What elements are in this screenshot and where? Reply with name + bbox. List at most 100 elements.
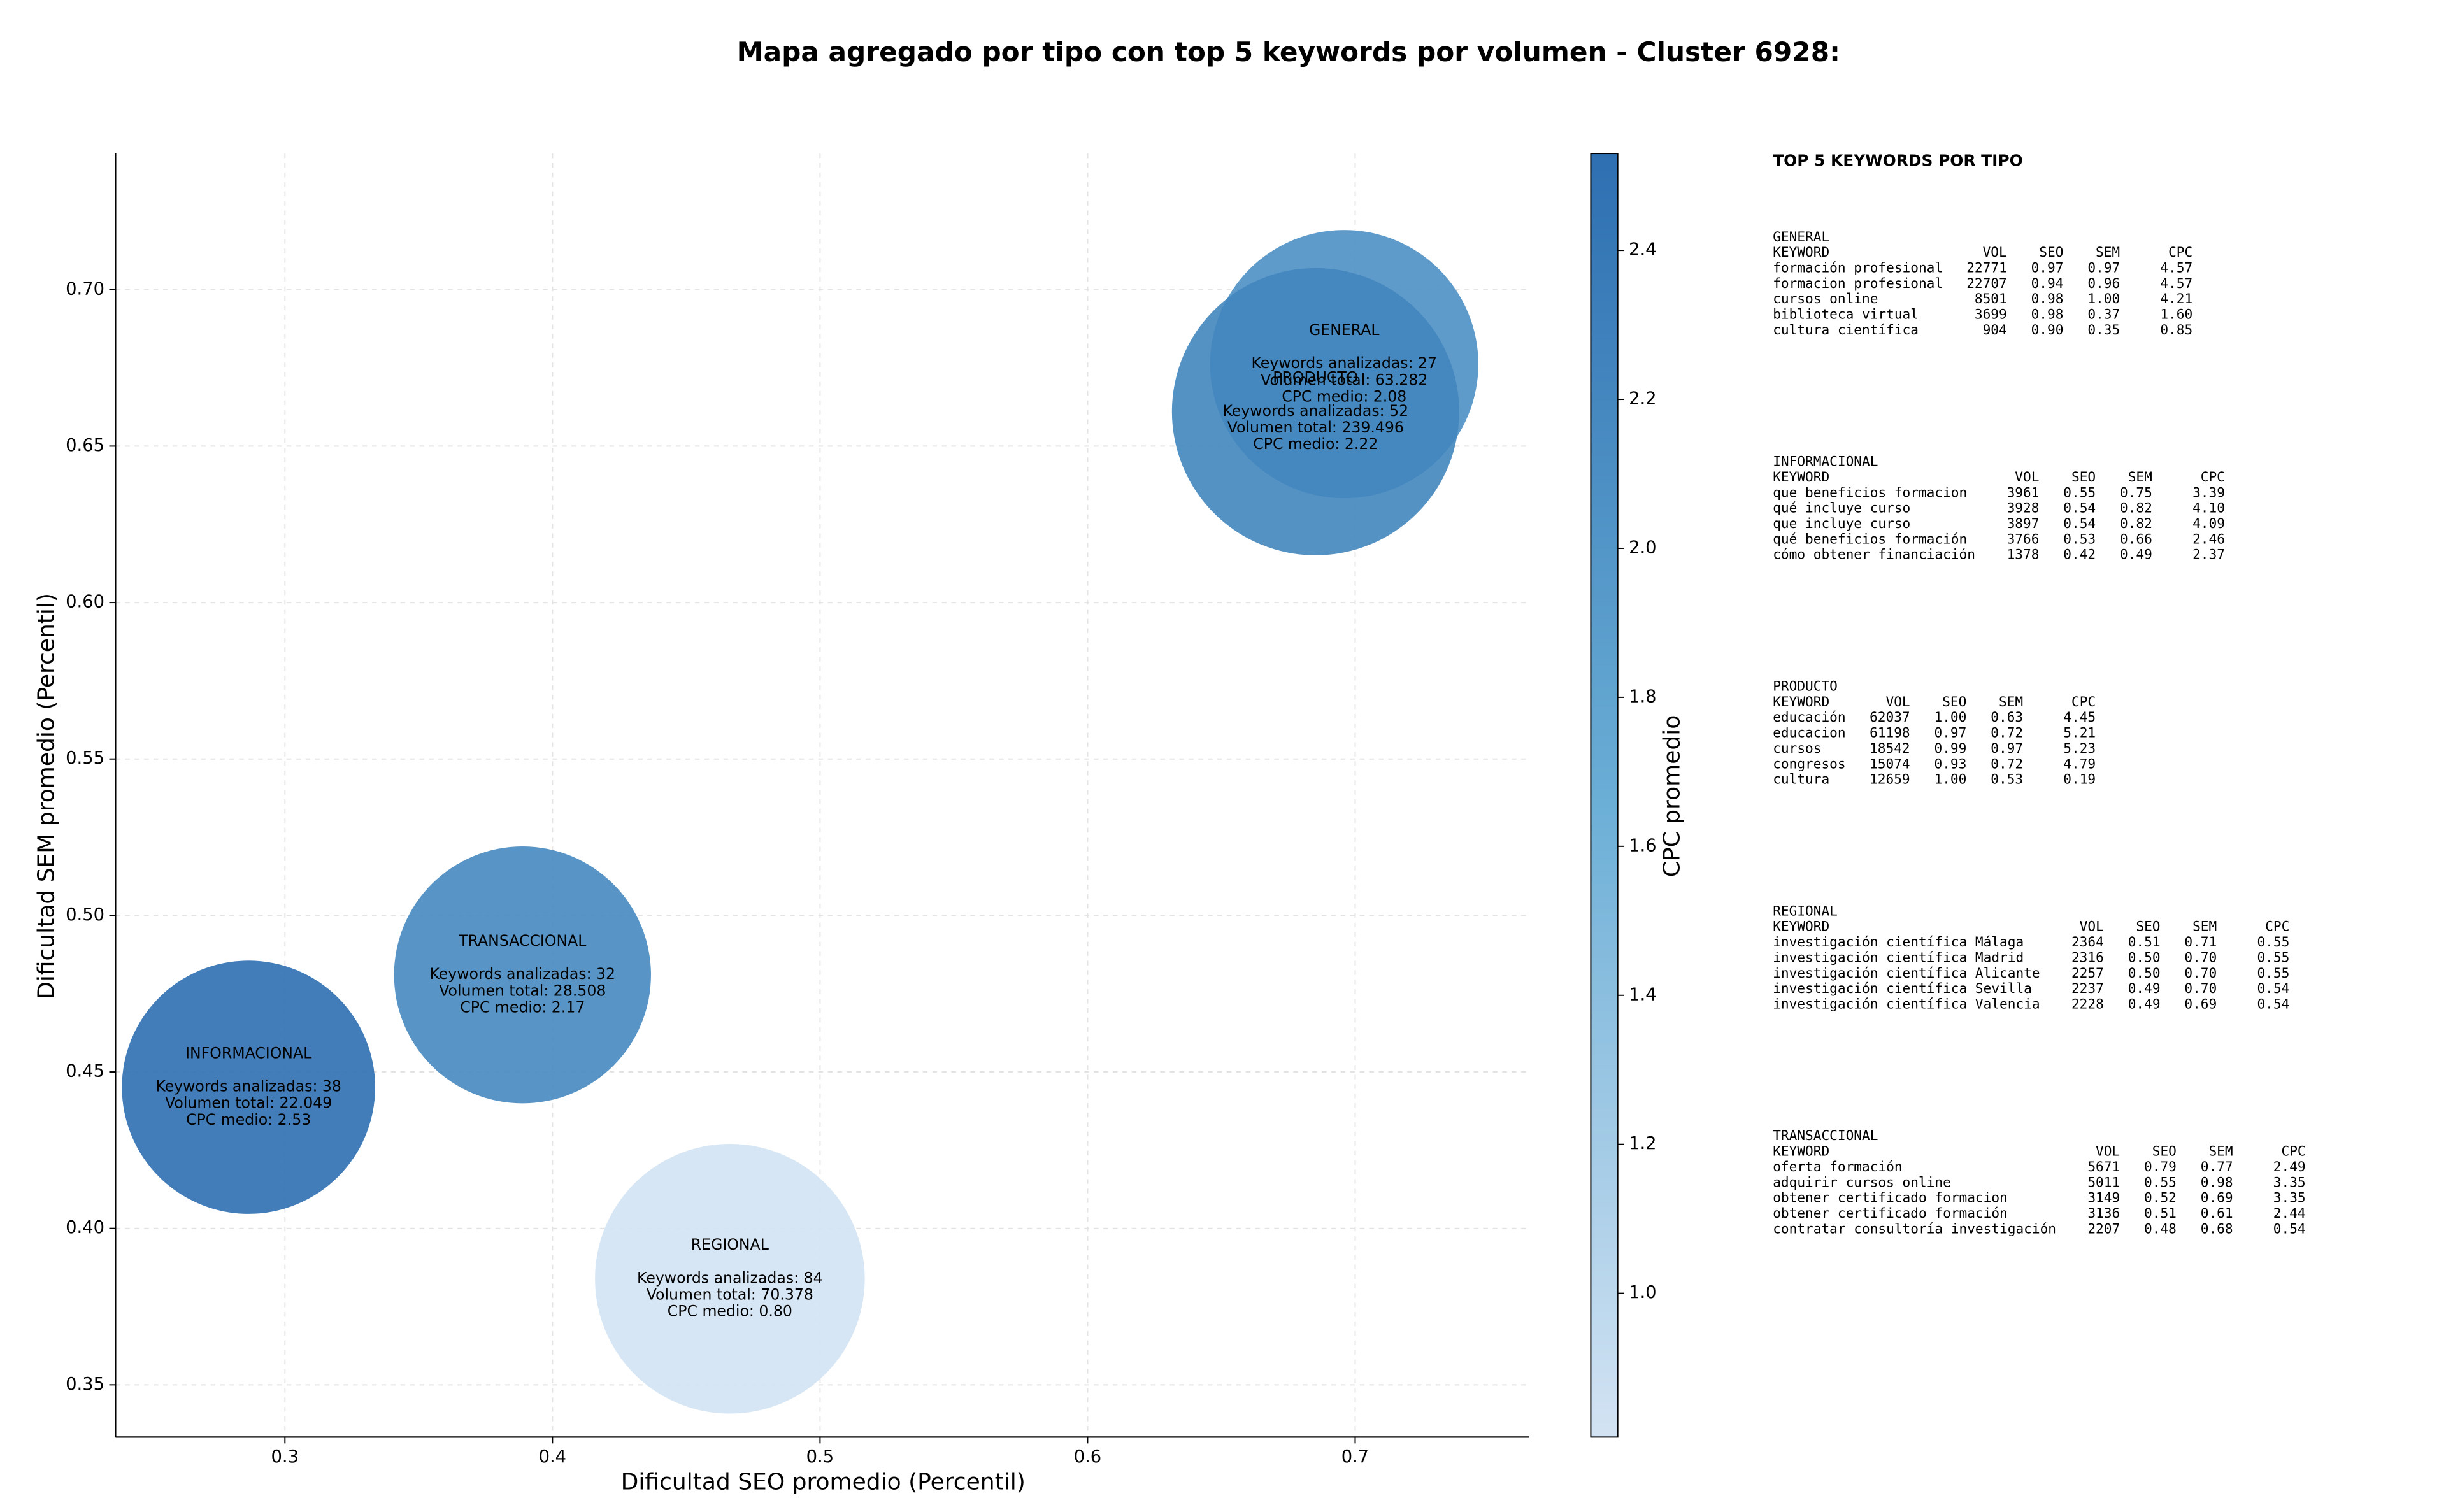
- panel-header: KEYWORD: [1773, 694, 1829, 710]
- panel-cell: 3699: [1975, 306, 2007, 322]
- panel-header: SEM: [1999, 694, 2023, 710]
- panel-cell: 4.45: [2063, 709, 2096, 725]
- bubble-annotation: CPC medio: 2.53: [186, 1111, 311, 1129]
- bubble-annotation: Keywords analizadas: 38: [155, 1078, 341, 1095]
- panel-header: CPC: [2282, 1143, 2306, 1159]
- x-axis-label: Dificultad SEO promedio (Percentil): [621, 1469, 1026, 1495]
- panel-cell: 18542: [1870, 740, 1910, 756]
- panel-cell: 62037: [1870, 709, 1910, 725]
- panel-cell: 0.82: [2120, 500, 2152, 516]
- x-tick-label: 0.7: [1341, 1447, 1369, 1467]
- panel-cell: 0.72: [1991, 755, 2023, 771]
- panel-cell: 0.53: [1991, 771, 2023, 787]
- panel-cell: 0.85: [2160, 322, 2192, 338]
- panel-cell: 4.21: [2160, 290, 2192, 306]
- panel-cell: 0.55: [2063, 484, 2096, 500]
- colorbar-tick-label: 2.4: [1629, 240, 1656, 260]
- panel-cell: 0.70: [2184, 965, 2217, 981]
- panel-cell: 0.49: [2128, 980, 2161, 996]
- panel-cell: 3897: [2007, 515, 2040, 531]
- panel-cell: 0.55: [2257, 965, 2289, 981]
- panel-cell: 5011: [2087, 1174, 2120, 1190]
- panel-cell: 0.66: [2120, 531, 2152, 546]
- panel-cell: 4.57: [2160, 275, 2192, 291]
- panel-cell: 0.55: [2144, 1174, 2177, 1190]
- panel-cell: 0.54: [2063, 500, 2096, 516]
- panel-group-name: REGIONAL: [1773, 902, 1838, 918]
- panel-cell: 0.49: [2128, 995, 2161, 1011]
- bubble-annotation: Volumen total: 28.508: [439, 981, 606, 999]
- panel-cell: 1.00: [2087, 290, 2120, 306]
- panel-cell: cómo obtener financiación: [1773, 546, 1975, 562]
- panel-cell: 0.53: [2063, 531, 2096, 546]
- panel-cell: contratar consultoría investigación: [1773, 1220, 2056, 1236]
- panel-cell: 5.21: [2063, 725, 2096, 741]
- panel-cell: 22707: [1966, 275, 2007, 291]
- panel-cell: 2257: [2071, 965, 2104, 981]
- panel-cell: 0.50: [2128, 949, 2161, 965]
- y-tick-label: 0.55: [66, 748, 104, 768]
- panel-cell: cultura: [1773, 771, 1829, 787]
- panel-cell: 61198: [1870, 725, 1910, 741]
- panel-header: CPC: [2201, 469, 2225, 485]
- bubble-label: INFORMACIONAL: [185, 1044, 312, 1062]
- panel-cell: 0.54: [2273, 1220, 2306, 1236]
- panel-cell: qué beneficios formación: [1773, 531, 1967, 546]
- panel-cell: 0.19: [2063, 771, 2096, 787]
- bubble-annotation: CPC medio: 0.80: [668, 1302, 792, 1320]
- colorbar-tick-label: 1.2: [1629, 1134, 1656, 1153]
- bubble-annotation: CPC medio: 2.08: [1282, 387, 1406, 405]
- colorbar-label: CPC promedio: [1659, 715, 1685, 878]
- panel-header: KEYWORD: [1773, 1143, 1829, 1159]
- panel-header: CPC: [2265, 918, 2289, 934]
- panel-cell: cursos: [1773, 740, 1821, 756]
- panel-cell: formacion profesional: [1773, 275, 1943, 291]
- bubble-annotation: CPC medio: 2.22: [1253, 435, 1378, 453]
- panel-cell: congresos: [1773, 755, 1845, 771]
- colorbar-tick-label: 1.8: [1629, 687, 1656, 706]
- y-tick-label: 0.60: [66, 592, 104, 612]
- panel-cell: 2.44: [2273, 1205, 2306, 1221]
- panel-cell: 0.93: [1935, 755, 1967, 771]
- panel-cell: 22771: [1966, 259, 2007, 275]
- panel-cell: formación profesional: [1773, 259, 1943, 275]
- panel-header: VOL: [1886, 694, 1910, 710]
- panel-header: SEM: [2208, 1143, 2233, 1159]
- panel-cell: 2364: [2071, 934, 2104, 950]
- panel-cell: biblioteca virtual: [1773, 306, 1919, 322]
- bubble-annotation: CPC medio: 2.17: [460, 998, 585, 1016]
- panel-cell: 0.63: [1991, 709, 2023, 725]
- panel-header: CPC: [2071, 694, 2096, 710]
- panel-cell: investigación científica Madrid: [1773, 949, 2024, 965]
- panel-cell: 3961: [2007, 484, 2040, 500]
- panel-cell: obtener certificado formacion: [1773, 1190, 2008, 1206]
- panel-cell: 4.09: [2192, 515, 2225, 531]
- panel-cell: que beneficios formacion: [1773, 484, 1967, 500]
- panel-cell: investigación científica Málaga: [1773, 934, 2024, 950]
- panel-header: SEM: [2128, 469, 2152, 485]
- panel-cell: 4.79: [2063, 755, 2096, 771]
- panel-cell: 12659: [1870, 771, 1910, 787]
- bubble-label: GENERAL: [1309, 321, 1380, 339]
- panel-cell: 0.61: [2201, 1205, 2233, 1221]
- panel-header: SEO: [2136, 918, 2160, 934]
- panel-header: VOL: [2080, 918, 2104, 934]
- panel-cell: 0.70: [2184, 980, 2217, 996]
- bubble: [122, 960, 375, 1214]
- panel-cell: investigación científica Alicante: [1773, 965, 2040, 981]
- panel-cell: oferta formación: [1773, 1159, 1902, 1174]
- colorbar-tick-label: 2.0: [1629, 538, 1656, 557]
- colorbar-tick-label: 2.2: [1629, 389, 1656, 409]
- panel-header: SEM: [2096, 244, 2120, 260]
- panel-cell: cultura científica: [1773, 322, 1919, 338]
- panel-cell: 2316: [2071, 949, 2104, 965]
- panel-cell: 15074: [1870, 755, 1910, 771]
- panel-cell: 3.35: [2273, 1190, 2306, 1206]
- bubble: [595, 1144, 865, 1414]
- panel-cell: 0.49: [2120, 546, 2152, 562]
- panel-group-name: INFORMACIONAL: [1773, 453, 1878, 469]
- panel-cell: 3928: [2007, 500, 2040, 516]
- panel-header: VOL: [2015, 469, 2039, 485]
- bubble: [394, 846, 651, 1104]
- panel-cell: 3136: [2087, 1205, 2120, 1221]
